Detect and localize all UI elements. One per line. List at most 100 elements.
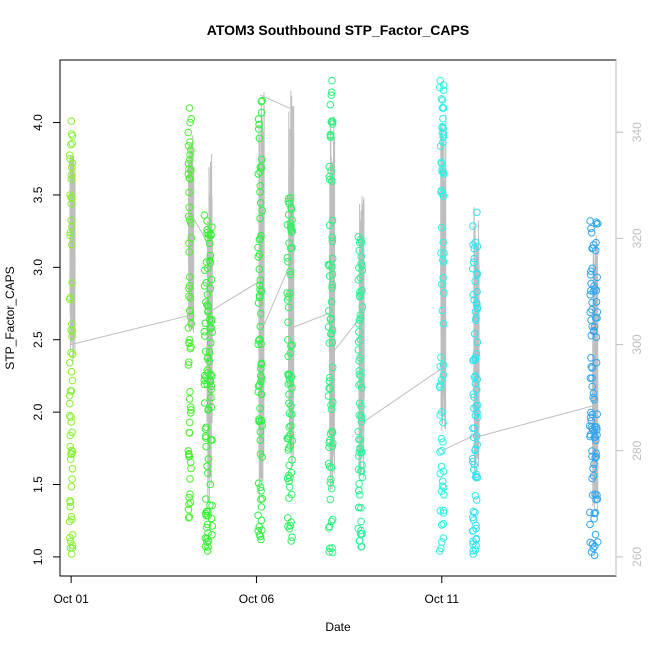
data-point <box>329 439 337 448</box>
data-point <box>185 452 193 461</box>
data-point <box>356 311 365 320</box>
data-point <box>207 275 216 284</box>
data-point <box>357 252 366 261</box>
data-point <box>284 194 293 203</box>
data-point <box>67 130 76 138</box>
data-point <box>67 446 76 455</box>
data-point <box>187 409 195 417</box>
data-point <box>285 483 294 491</box>
data-point <box>256 335 264 344</box>
data-point <box>325 522 334 531</box>
data-point <box>439 168 448 177</box>
y-right-tick-label: 280 <box>630 440 644 460</box>
data-point <box>354 486 363 495</box>
data-point <box>287 402 295 410</box>
data-point <box>327 298 336 306</box>
data-point <box>469 465 478 474</box>
data-point <box>327 91 336 99</box>
data-point <box>356 335 365 344</box>
data-point <box>436 142 445 150</box>
data-point <box>589 544 598 553</box>
data-point <box>586 374 595 383</box>
data-point <box>592 453 601 461</box>
data-point <box>469 222 477 230</box>
data-point <box>586 271 595 279</box>
data-point <box>204 543 212 551</box>
y-axis: 1.0 1.5 2.0 2.5 3.0 3.5 4.0 <box>31 114 60 565</box>
data-point <box>285 370 294 379</box>
data-point <box>327 177 336 185</box>
data-point <box>435 83 444 92</box>
data-point <box>437 434 446 443</box>
data-point <box>205 348 214 356</box>
data-point <box>438 189 447 198</box>
data-point <box>472 496 481 504</box>
data-point <box>200 380 209 389</box>
data-point <box>204 529 212 537</box>
y-right-tick-label: 340 <box>630 122 644 142</box>
data-point <box>326 132 335 140</box>
data-point <box>254 243 262 252</box>
data-point <box>588 452 596 461</box>
data-point <box>67 216 75 225</box>
data-point <box>586 538 595 547</box>
data-point <box>325 175 334 184</box>
data-point <box>439 319 448 328</box>
data-point <box>185 306 194 315</box>
data-point <box>258 97 266 105</box>
data-point <box>68 475 76 483</box>
data-point <box>257 535 265 544</box>
data-point <box>439 506 448 515</box>
data-point <box>325 163 334 171</box>
data-point <box>468 457 477 466</box>
data-point <box>285 390 293 399</box>
data-point <box>355 399 364 408</box>
data-point <box>254 511 262 520</box>
data-point <box>184 159 193 168</box>
data-point <box>437 521 446 529</box>
data-point <box>473 304 482 312</box>
data-point <box>355 411 364 420</box>
data-point <box>67 200 75 208</box>
data-point <box>590 322 599 331</box>
data-point <box>67 171 76 179</box>
secondary-series-connector <box>441 434 476 452</box>
data-point <box>201 332 209 340</box>
data-point <box>286 473 294 482</box>
data-point <box>65 391 74 400</box>
data-point <box>256 404 264 413</box>
data-point <box>184 447 193 455</box>
data-point <box>588 447 596 455</box>
data-point <box>358 473 367 482</box>
data-point <box>592 298 601 306</box>
data-point <box>65 517 74 526</box>
data-point <box>255 523 264 531</box>
data-point <box>184 128 193 137</box>
data-point <box>203 217 211 225</box>
data-point <box>255 120 263 129</box>
data-point <box>593 273 602 282</box>
data-point <box>357 530 365 538</box>
data-point <box>471 277 480 286</box>
data-point <box>255 235 264 244</box>
data-point <box>355 264 363 272</box>
data-point <box>67 367 76 376</box>
data-point <box>326 100 335 109</box>
data-point <box>185 358 193 367</box>
data-point <box>325 339 334 347</box>
data-point <box>185 174 194 182</box>
data-point <box>255 134 264 143</box>
data-point <box>469 537 477 546</box>
data-point <box>587 408 595 417</box>
data-point <box>258 155 266 164</box>
data-point <box>185 513 194 521</box>
data-point <box>67 348 75 357</box>
data-point <box>470 254 479 263</box>
data-point <box>187 464 195 473</box>
data-point <box>284 522 292 531</box>
data-point <box>207 230 215 238</box>
data-point <box>285 477 293 486</box>
data-point <box>438 447 446 455</box>
data-point <box>285 199 293 208</box>
data-point <box>256 483 265 492</box>
